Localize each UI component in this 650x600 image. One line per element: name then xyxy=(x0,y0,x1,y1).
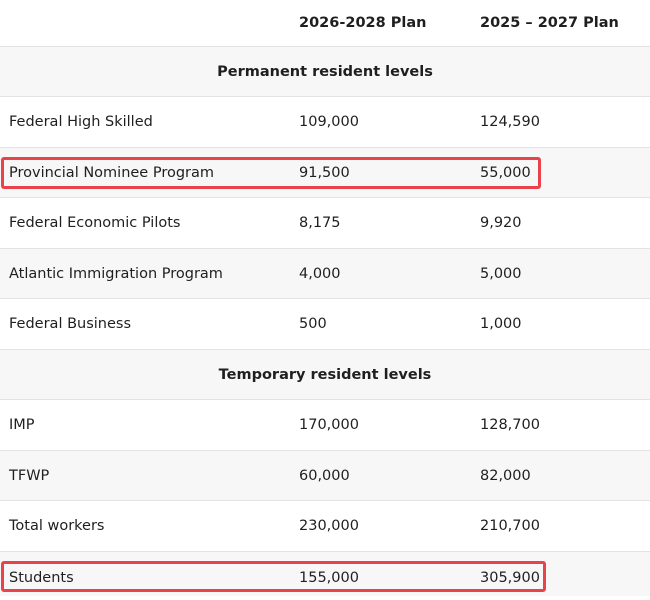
row-plan-2025-2027: 9,920 xyxy=(480,215,522,231)
row-plan-2025-2027: 305,900 xyxy=(480,570,540,586)
table-row: Provincial Nominee Program 91,500 55,000 xyxy=(0,148,650,198)
row-program-name: Federal Business xyxy=(9,316,132,332)
row-plan-2026-2028: 230,000 xyxy=(299,518,359,534)
row-plan-2026-2028: 109,000 xyxy=(299,114,359,130)
row-program-name: Federal High Skilled xyxy=(9,114,153,130)
row-program-name: Students xyxy=(9,570,74,586)
row-plan-2026-2028: 170,000 xyxy=(299,417,359,433)
row-plan-2025-2027: 128,700 xyxy=(480,417,540,433)
row-program-name: Provincial Nominee Program xyxy=(9,164,215,181)
table-row: Federal High Skilled 109,000 124,590 xyxy=(0,97,650,148)
header-2026-2028-plan: 2026-2028 Plan xyxy=(299,15,427,31)
row-plan-2026-2028: 60,000 xyxy=(299,467,350,484)
table-header-row: 2026-2028 Plan 2025 – 2027 Plan xyxy=(0,0,650,47)
header-2025-2027-plan: 2025 – 2027 Plan xyxy=(480,15,619,31)
row-plan-2026-2028: 500 xyxy=(299,316,327,332)
row-program-name: Federal Economic Pilots xyxy=(9,215,181,231)
table-row: Federal Economic Pilots 8,175 9,920 xyxy=(0,198,650,249)
row-plan-2026-2028: 4,000 xyxy=(299,265,341,282)
row-plan-2025-2027: 5,000 xyxy=(480,265,522,282)
section-header-permanent: Permanent resident levels xyxy=(0,47,650,97)
table-row: Total workers 230,000 210,700 xyxy=(0,501,650,552)
row-plan-2026-2028: 91,500 xyxy=(299,164,350,181)
highlight-box-provincial-nominee xyxy=(1,157,541,189)
section-title: Temporary resident levels xyxy=(218,366,432,383)
row-program-name: TFWP xyxy=(9,467,50,484)
table-row: Students 155,000 305,900 xyxy=(0,552,650,596)
row-program-name: IMP xyxy=(9,417,35,433)
row-plan-2026-2028: 8,175 xyxy=(299,215,341,231)
row-program-name: Total workers xyxy=(9,518,105,534)
table-row: Federal Business 500 1,000 xyxy=(0,299,650,350)
row-plan-2025-2027: 1,000 xyxy=(480,316,522,332)
section-title: Permanent resident levels xyxy=(217,63,433,80)
table-row: TFWP 60,000 82,000 xyxy=(0,451,650,501)
table-row: IMP 170,000 128,700 xyxy=(0,400,650,451)
row-plan-2026-2028: 155,000 xyxy=(299,570,359,586)
highlight-box-students xyxy=(1,561,546,592)
section-header-temporary: Temporary resident levels xyxy=(0,350,650,400)
row-plan-2025-2027: 124,590 xyxy=(480,114,540,130)
row-plan-2025-2027: 55,000 xyxy=(480,164,531,181)
row-program-name: Atlantic Immigration Program xyxy=(9,265,223,282)
row-plan-2025-2027: 82,000 xyxy=(480,467,531,484)
table-row: Atlantic Immigration Program 4,000 5,000 xyxy=(0,249,650,299)
row-plan-2025-2027: 210,700 xyxy=(480,518,540,534)
